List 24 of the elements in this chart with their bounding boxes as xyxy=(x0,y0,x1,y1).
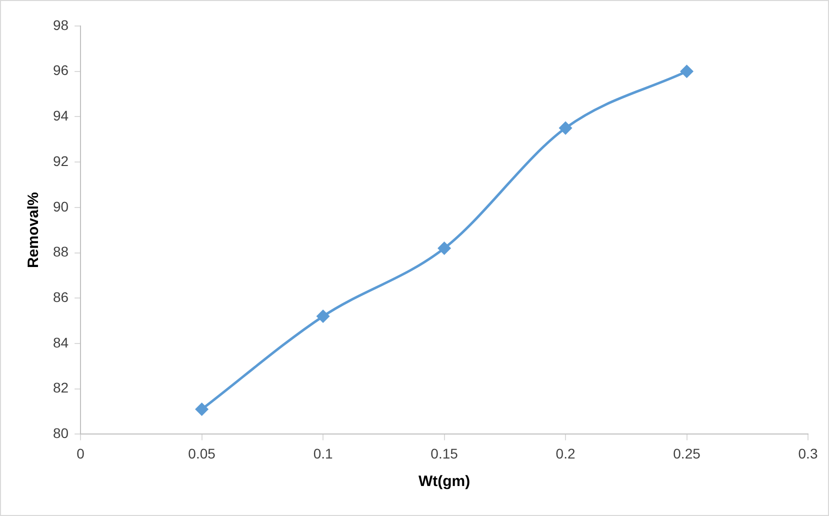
y-axis-title: Removal% xyxy=(25,192,42,268)
x-tick-label: 0.05 xyxy=(188,445,216,462)
y-tick-label: 96 xyxy=(52,62,69,78)
y-tick-label: 80 xyxy=(52,425,69,442)
y-tick-label: 92 xyxy=(52,152,69,169)
y-tick-label: 82 xyxy=(52,380,69,396)
x-tick-label: 0.1 xyxy=(313,445,333,462)
x-tick-label: 0 xyxy=(76,445,85,462)
x-axis-title: Wt(gm) xyxy=(418,473,470,490)
y-tick-label: 98 xyxy=(52,16,69,33)
y-tick-label: 84 xyxy=(52,334,69,350)
point xyxy=(196,403,208,416)
point xyxy=(559,122,572,134)
y-tick-label: 90 xyxy=(52,198,69,214)
y-tick-label: 88 xyxy=(52,244,69,260)
point xyxy=(680,65,694,78)
x-tick-label: 0.25 xyxy=(673,445,701,462)
point xyxy=(316,310,330,323)
x-tick-label: 0.15 xyxy=(430,445,458,462)
x-tick-label: 0.2 xyxy=(556,445,576,462)
x-tick-label: 0.3 xyxy=(798,445,818,462)
point xyxy=(438,242,451,254)
y-tick-label: 86 xyxy=(52,288,69,305)
y-tick-label: 94 xyxy=(52,108,69,124)
